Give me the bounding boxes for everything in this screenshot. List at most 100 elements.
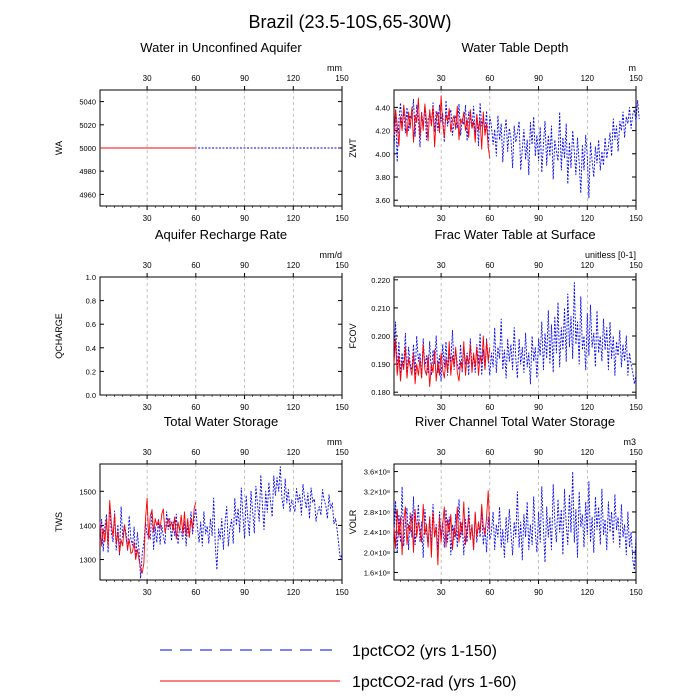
panel-6-xtick-label-top-60: 60 [485, 448, 494, 457]
panel-2-ylabel: ZWT [348, 138, 358, 158]
panel-6-xtick-label-bottom-120: 120 [581, 588, 595, 597]
panel-1-xtick-label-bottom-120: 120 [287, 214, 301, 223]
panel-3-ytick-label-4: 0.8 [86, 297, 96, 306]
panel-1-ytick-label-4: 5040 [79, 98, 96, 107]
panel-2-xtick-label-top-90: 90 [534, 74, 543, 83]
panel-6-ytick-label-1: 2.0×10⁸ [364, 548, 390, 557]
panel-5-xtick-label-bottom-120: 120 [287, 588, 301, 597]
panel-1-ytick-label-1: 4980 [79, 167, 96, 176]
panel-4-title: Frac Water Table at Surface [434, 227, 595, 242]
panel-4-xtick-label-top-60: 60 [485, 261, 494, 270]
panel-6-xtick-label-bottom-60: 60 [485, 588, 494, 597]
panel-3-xtick-label-top-60: 60 [191, 261, 200, 270]
panel-5-ytick-label-1: 1400 [79, 521, 96, 530]
panel-6-xtick-label-top-30: 30 [437, 448, 446, 457]
panel-3-ytick-label-5: 1.0 [86, 273, 96, 282]
panel-6-ylabel: VOLR [348, 509, 358, 534]
panel-4-xtick-label-top-90: 90 [534, 261, 543, 270]
panel-2-xtick-label-bottom-120: 120 [581, 214, 595, 223]
panel-2-ytick-label-4: 4.40 [375, 103, 390, 112]
panel-1-xtick-label-bottom-60: 60 [191, 214, 200, 223]
panel-2: 30 30 60 60 90 90 120 120 150 150 3.60 3.80 4.00 4.20… [348, 40, 643, 223]
panel-3-ylabel: QCHARGE [54, 313, 64, 359]
panel-5-series-1pctco2-yrs-1-150 [99, 466, 343, 579]
panels: 30 30 60 60 90 90 120 120 150 150 4960 4980 5000 5020… [54, 40, 643, 597]
panel-1-xtick-label-top-150: 150 [335, 74, 349, 83]
panel-4-ytick-label-1: 0.190 [371, 360, 390, 369]
panel-5: 30 30 60 60 90 90 120 120 150 150 1300 1400 1500 Tota… [54, 414, 349, 597]
panel-2-xtick-label-bottom-150: 150 [629, 214, 643, 223]
panel-3: 30 30 60 60 90 90 120 120 150 150 0.0 0.2 0.4 0.6 0.8 1… [54, 227, 349, 412]
panel-3-units: mm/d [320, 250, 343, 260]
panel-1-units: mm [327, 63, 342, 73]
panel-5-title: Total Water Storage [164, 414, 278, 429]
panel-5-xtick-label-top-60: 60 [191, 448, 200, 457]
legend-label-1pctco2: 1pctCO2 (yrs 1-150) [352, 643, 497, 660]
panel-5-xtick-label-top-90: 90 [240, 448, 249, 457]
figure-title: Brazil (23.5-10S,65-30W) [248, 12, 451, 32]
panel-4-xtick-label-bottom-30: 30 [437, 403, 446, 412]
panel-5-xtick-label-top-120: 120 [287, 448, 301, 457]
panel-4-xtick-label-bottom-150: 150 [629, 403, 643, 412]
panel-2-xtick-label-top-150: 150 [629, 74, 643, 83]
panel-6-ytick-label-3: 2.8×10⁸ [364, 508, 390, 517]
panel-4-xtick-label-top-150: 150 [629, 261, 643, 270]
panel-2-xtick-label-top-30: 30 [437, 74, 446, 83]
panel-5-xtick-label-top-30: 30 [143, 448, 152, 457]
panel-2-xtick-label-bottom-30: 30 [437, 214, 446, 223]
panel-3-ytick-label-0: 0.0 [86, 391, 96, 400]
panel-3-xtick-label-bottom-90: 90 [240, 403, 249, 412]
panel-2-xtick-label-bottom-60: 60 [485, 214, 494, 223]
panel-3-xtick-label-top-30: 30 [143, 261, 152, 270]
panel-2-series-1pctco2-yrs-1-150 [393, 98, 640, 199]
panel-4-xtick-label-top-30: 30 [437, 261, 446, 270]
panel-5-xtick-label-bottom-90: 90 [240, 588, 249, 597]
panel-1-xtick-label-top-30: 30 [143, 74, 152, 83]
panel-5-units: mm [327, 437, 342, 447]
panel-1-xtick-label-top-90: 90 [240, 74, 249, 83]
panel-6-xtick-label-bottom-90: 90 [534, 588, 543, 597]
panel-4-ytick-label-2: 0.200 [371, 332, 390, 341]
panel-5-xtick-label-top-150: 150 [335, 448, 349, 457]
panel-2-ytick-label-0: 3.60 [375, 196, 390, 205]
panel-4-xtick-label-bottom-120: 120 [581, 403, 595, 412]
panel-1: 30 30 60 60 90 90 120 120 150 150 4960 4980 5000 5020… [54, 40, 349, 223]
panel-1-xtick-label-bottom-150: 150 [335, 214, 349, 223]
panel-5-xtick-label-bottom-30: 30 [143, 588, 152, 597]
panel-6-xtick-label-top-90: 90 [534, 448, 543, 457]
panel-2-xtick-label-top-120: 120 [581, 74, 595, 83]
panel-6-title: River Channel Total Water Storage [415, 414, 615, 429]
panel-6-xtick-label-bottom-30: 30 [437, 588, 446, 597]
panel-4-series-1pctco2-yrs-1-150 [393, 282, 637, 385]
panel-3-xtick-label-bottom-30: 30 [143, 403, 152, 412]
panel-3-ytick-label-1: 0.2 [86, 367, 96, 376]
panel-1-ylabel: WA [54, 141, 64, 155]
panel-4-ytick-label-0: 0.180 [371, 388, 390, 397]
panel-4: 30 30 60 60 90 90 120 120 150 150 0.180 0.190 0.200 0… [348, 227, 643, 412]
panel-3-ytick-label-2: 0.4 [86, 344, 96, 353]
panel-3-xtick-label-top-150: 150 [335, 261, 349, 270]
panel-6-ytick-label-2: 2.4×10⁸ [364, 528, 390, 537]
panel-3-xtick-label-top-90: 90 [240, 261, 249, 270]
panel-6-xtick-label-top-120: 120 [581, 448, 595, 457]
panel-2-xtick-label-top-60: 60 [485, 74, 494, 83]
panel-5-xtick-label-bottom-150: 150 [335, 588, 349, 597]
panel-6-frame [393, 463, 637, 581]
panel-5-ylabel: TWS [54, 512, 64, 532]
panel-2-xtick-label-bottom-90: 90 [534, 214, 543, 223]
panel-3-xtick-label-bottom-60: 60 [191, 403, 200, 412]
panel-3-ytick-label-3: 0.6 [86, 320, 96, 329]
panel-3-xtick-label-top-120: 120 [287, 261, 301, 270]
panel-6-units: m3 [623, 437, 636, 447]
panel-6-series-1pctco2-rad-yrs-1-60 [393, 490, 491, 566]
legend: 1pctCO2 (yrs 1-150) 1pctCO2-rad (yrs 1-6… [160, 643, 517, 691]
panel-2-units: m [629, 63, 637, 73]
panel-1-xtick-label-bottom-90: 90 [240, 214, 249, 223]
legend-label-1pctco2-rad: 1pctCO2-rad (yrs 1-60) [352, 674, 517, 691]
panel-6-ytick-label-4: 3.2×10⁸ [364, 488, 390, 497]
panel-2-frame [393, 89, 637, 207]
panel-6-xtick-label-bottom-150: 150 [629, 588, 643, 597]
panel-2-ytick-label-2: 4.00 [375, 150, 390, 159]
panel-1-xtick-label-top-60: 60 [191, 74, 200, 83]
